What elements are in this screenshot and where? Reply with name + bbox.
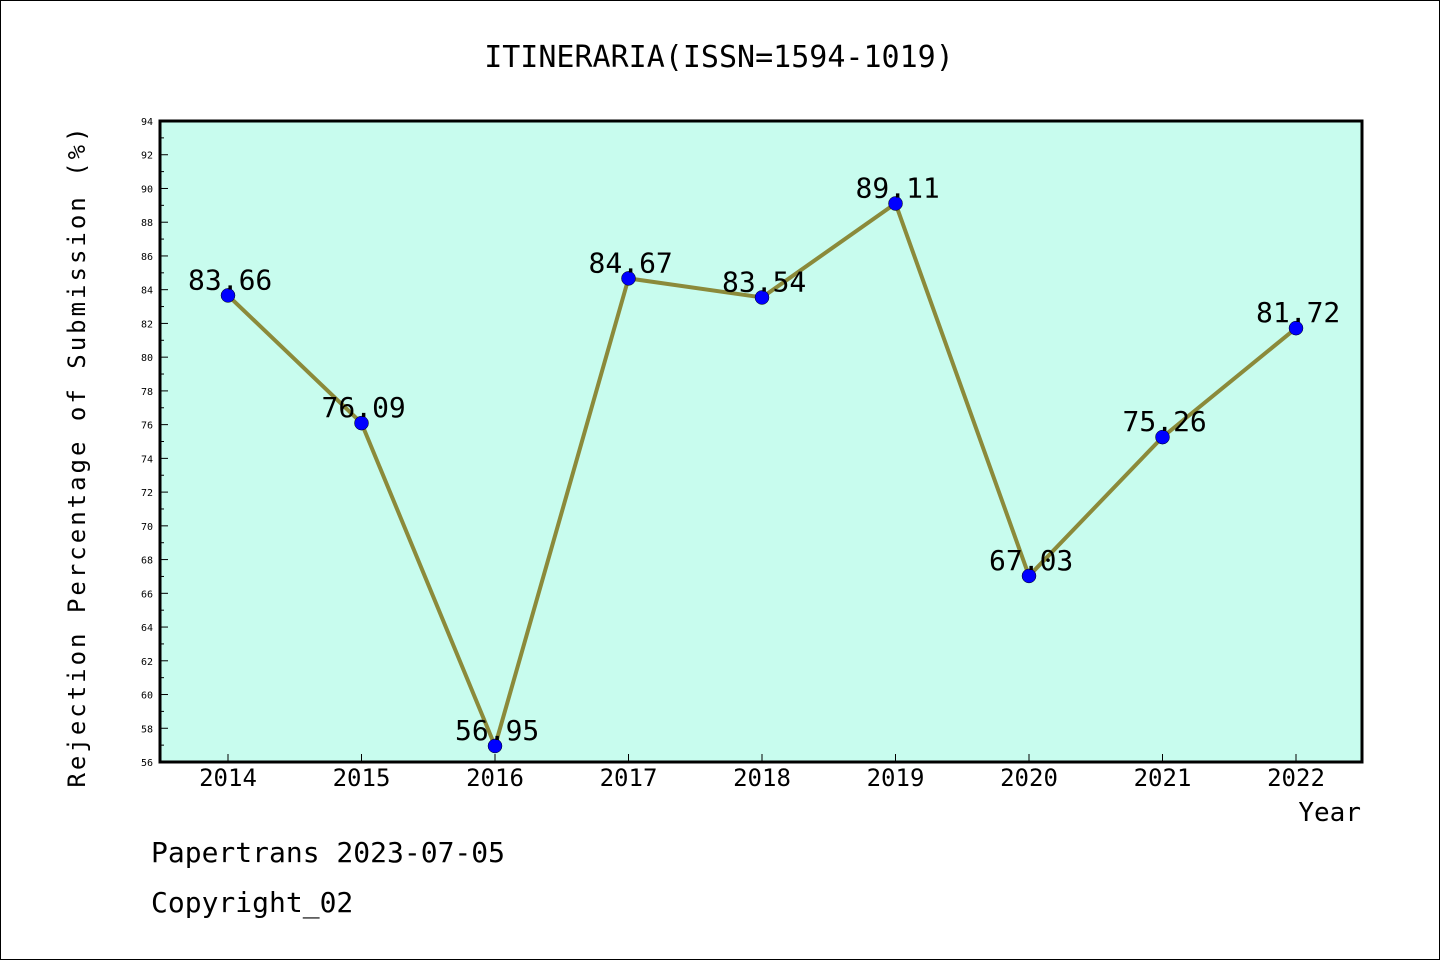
y-tick-label: 94 (141, 117, 153, 128)
y-axis-label: Rejection Percentage of Submission (%) (63, 124, 91, 787)
y-tick-label: 66 (141, 589, 153, 600)
data-label: 84.67 (589, 246, 673, 279)
data-label: 67.03 (989, 544, 1073, 577)
data-label: 83.66 (188, 263, 272, 296)
y-tick-label: 74 (141, 454, 153, 465)
data-point (621, 271, 636, 286)
chart-title: ITINERARIA(ISSN=1594-1019) (484, 40, 954, 75)
x-tick-label: 2016 (466, 764, 524, 792)
footer-copyright-text: Copyright_02 (151, 886, 354, 919)
data-point (754, 290, 770, 305)
y-tick-label: 64 (141, 623, 153, 634)
data-point (1288, 320, 1304, 336)
series-rejection (220, 196, 1304, 754)
y-tick-label: 70 (141, 522, 153, 533)
y-tick-label: 78 (141, 387, 153, 398)
y-tick-label: 80 (141, 353, 153, 364)
x-axis: 2014 2015 2016 2017 2018 2019 2020 2021 2022 (199, 754, 1325, 792)
data-label: 75.26 (1123, 405, 1207, 438)
x-tick-label: 2019 (867, 764, 925, 792)
x-tick-label: 2022 (1267, 764, 1325, 792)
data-point (888, 196, 903, 211)
y-tick-label: 92 (141, 151, 153, 162)
data-point (1155, 429, 1170, 445)
data-label: 76.09 (322, 391, 406, 424)
data-point (220, 288, 236, 303)
y-tick-label: 76 (141, 421, 153, 432)
x-tick-label: 2018 (733, 764, 791, 792)
y-tick-label: 68 (141, 556, 153, 567)
y-tick-label: 60 (141, 691, 153, 702)
y-tick-label: 82 (141, 319, 153, 330)
y-tick-label: 72 (141, 488, 153, 499)
x-tick-label: 2015 (333, 764, 391, 792)
x-tick-label: 2021 (1134, 764, 1192, 792)
plot-area (158, 119, 1364, 764)
y-tick-label: 84 (141, 286, 153, 297)
data-point (487, 738, 503, 754)
y-tick-label: 56 (141, 758, 153, 769)
y-tick-label: 62 (141, 657, 153, 668)
y-tick-label: 58 (141, 724, 153, 735)
footer-date-text: Papertrans 2023-07-05 (151, 836, 506, 869)
data-point (354, 415, 369, 431)
data-label: 56.95 (455, 714, 539, 747)
x-axis-label: Year (1298, 798, 1361, 828)
x-tick-label: 2014 (199, 764, 257, 792)
y-tick-label: 86 (141, 252, 153, 263)
x-tick-label: 2020 (1000, 764, 1058, 792)
data-labels: 83.66 76.09 56.95 84.67 83.54 89.11 67.03 75.26… (188, 171, 1340, 746)
y-tick-label: 88 (141, 218, 153, 229)
data-label: 89.11 (856, 171, 940, 204)
x-tick-label: 2017 (600, 764, 658, 792)
data-label: 83.54 (722, 265, 806, 298)
data-point (1021, 568, 1037, 584)
y-tick-label: 90 (141, 184, 153, 195)
y-axis: 56 58 60 62 64 66 68 70 72 74 76 78 80 82 84 86 88 90 92 94 (141, 117, 168, 769)
data-label: 81.72 (1256, 296, 1340, 329)
